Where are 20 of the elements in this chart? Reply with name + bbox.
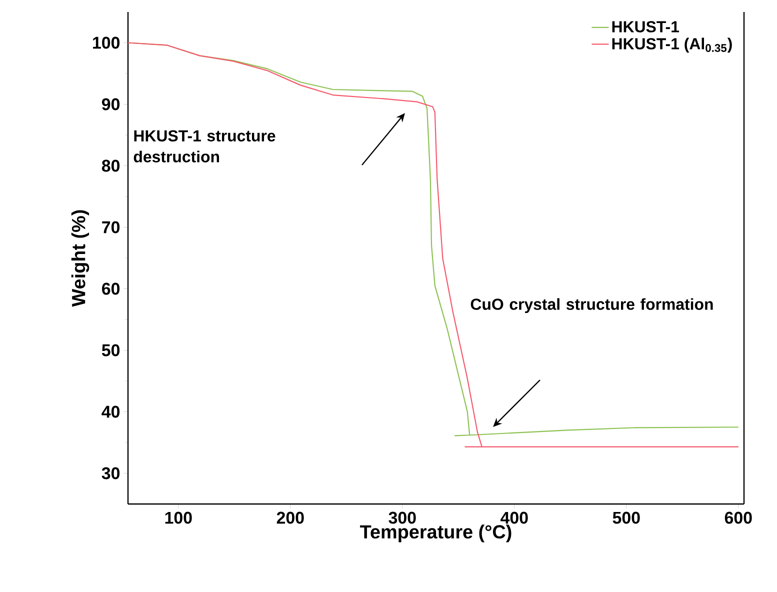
x-tick-label: 100 [165, 512, 192, 524]
y-axis-title: Weight (%) [71, 210, 90, 307]
y-tick-label: 40 [102, 406, 120, 418]
annotation: HKUST-1 structure destruction [134, 130, 276, 162]
legend-label: HKUST-1 [612, 21, 680, 32]
annotation: CuO crystal structure formation [470, 298, 713, 314]
x-tick-label: 500 [612, 512, 640, 524]
x-tick-label: 400 [500, 512, 528, 524]
y-tick-label: 100 [93, 36, 120, 49]
y-tick-label: 90 [102, 98, 120, 110]
y-tick-label: 30 [102, 467, 120, 480]
x-axis-title: Temperature (°C) [360, 524, 512, 542]
y-tick-label: 70 [102, 221, 120, 234]
y-tick-label: 60 [102, 282, 120, 295]
x-tick-label: 300 [388, 512, 416, 524]
x-tick-label: 200 [276, 512, 304, 524]
y-tick-label: 80 [102, 160, 120, 172]
legend-label: HKUST-1 (Al$_{0.35}$) [612, 38, 732, 53]
x-tick-label: 600 [724, 512, 752, 524]
y-tick-label: 50 [102, 344, 120, 356]
